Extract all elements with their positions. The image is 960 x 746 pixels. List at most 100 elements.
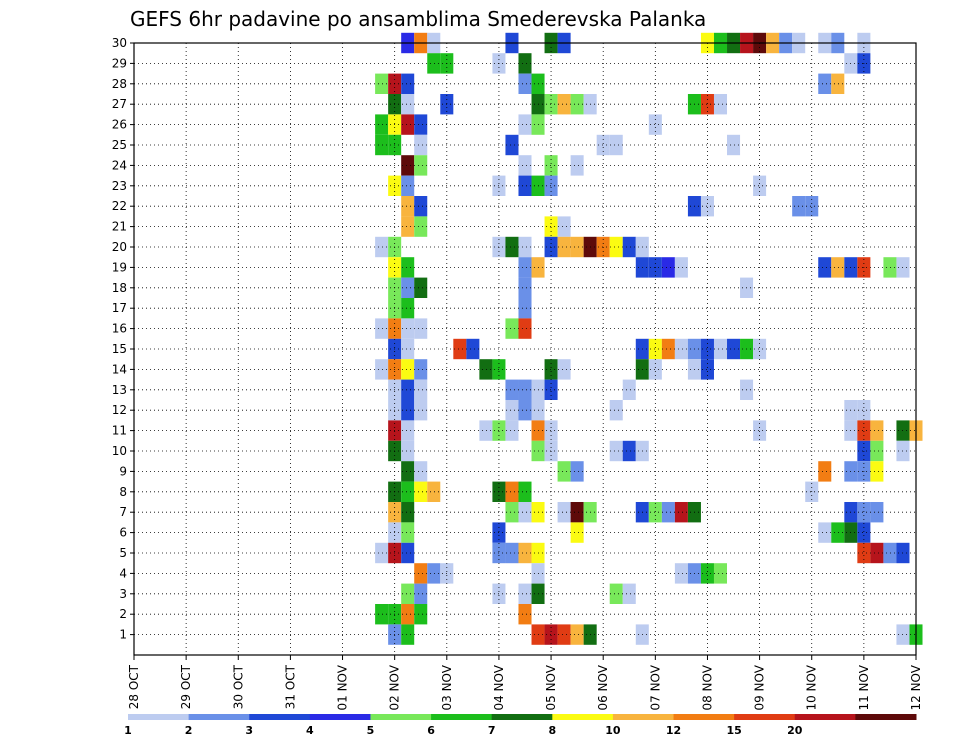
precip-cell bbox=[753, 420, 767, 441]
precip-cell bbox=[831, 73, 845, 94]
precip-cell bbox=[518, 73, 532, 94]
precip-cell bbox=[622, 440, 636, 462]
precip-cell bbox=[505, 134, 519, 156]
precip-cell bbox=[857, 502, 871, 523]
precip-cell bbox=[401, 379, 415, 400]
precip-cell bbox=[518, 257, 532, 278]
precip-cell bbox=[414, 155, 428, 176]
colorbar-swatch bbox=[612, 714, 675, 720]
x-tick-label: 28 OCT bbox=[127, 664, 141, 709]
precip-cell bbox=[375, 114, 389, 135]
precip-cell bbox=[401, 257, 415, 278]
colorbar-label: 20 bbox=[787, 724, 803, 737]
y-tick-label: 9 bbox=[119, 464, 127, 478]
y-tick-label: 1 bbox=[119, 628, 127, 642]
precip-cell bbox=[753, 175, 767, 196]
y-tick-label: 17 bbox=[112, 301, 127, 315]
colorbar-label: 2 bbox=[185, 724, 193, 737]
precip-cell bbox=[674, 563, 688, 584]
precip-cell bbox=[661, 502, 675, 523]
precip-cell bbox=[596, 134, 610, 156]
precip-cell bbox=[401, 461, 415, 482]
precip-cell bbox=[544, 379, 558, 400]
precip-cell bbox=[401, 542, 415, 564]
precip-cell bbox=[857, 420, 871, 441]
precip-cell bbox=[518, 318, 532, 339]
precip-cell bbox=[375, 318, 389, 339]
y-tick-label: 18 bbox=[112, 281, 127, 295]
y-tick-label: 14 bbox=[112, 362, 127, 376]
precip-cell bbox=[375, 73, 389, 94]
precip-cell bbox=[518, 114, 532, 135]
precip-cell bbox=[727, 134, 741, 156]
y-tick-label: 22 bbox=[112, 199, 127, 213]
precip-cell bbox=[609, 134, 623, 156]
precip-cell bbox=[414, 583, 428, 604]
precip-cell bbox=[518, 175, 532, 196]
precip-cell bbox=[713, 94, 728, 115]
y-tick-label: 19 bbox=[112, 260, 127, 274]
precip-cell bbox=[414, 461, 428, 482]
precip-cell bbox=[570, 155, 584, 176]
precip-cell bbox=[609, 400, 623, 421]
precip-cell bbox=[505, 542, 519, 564]
precip-cell bbox=[557, 236, 571, 258]
precip-cell bbox=[831, 522, 845, 543]
precip-cell bbox=[713, 563, 728, 584]
precip-cell bbox=[518, 583, 532, 604]
precip-cell bbox=[857, 542, 871, 564]
colorbar-swatch bbox=[249, 714, 311, 720]
precip-cell bbox=[518, 400, 532, 421]
precip-cell bbox=[727, 338, 741, 360]
precip-cell bbox=[570, 502, 584, 523]
y-tick-label: 24 bbox=[112, 158, 127, 172]
precip-cell bbox=[870, 461, 884, 482]
precip-cell bbox=[661, 257, 675, 278]
precip-cell bbox=[609, 440, 623, 462]
precip-cell bbox=[883, 542, 897, 564]
precip-cell bbox=[401, 440, 415, 462]
y-tick-label: 12 bbox=[112, 403, 127, 417]
y-tick-label: 25 bbox=[112, 138, 127, 152]
x-tick-label: 04 NOV bbox=[492, 664, 506, 710]
y-tick-label: 30 bbox=[112, 36, 127, 50]
precip-cell bbox=[544, 420, 558, 441]
y-tick-label: 13 bbox=[112, 383, 127, 397]
precip-cell bbox=[518, 481, 532, 502]
y-tick-label: 11 bbox=[112, 424, 127, 438]
precip-cell bbox=[401, 359, 415, 380]
precip-cell bbox=[518, 298, 532, 319]
colorbar-label: 8 bbox=[548, 724, 556, 737]
x-tick-label: 31 OCT bbox=[283, 664, 297, 709]
y-tick-label: 23 bbox=[112, 179, 127, 193]
precip-cell bbox=[622, 379, 636, 400]
y-tick-label: 21 bbox=[112, 220, 127, 234]
colorbar-label: 4 bbox=[306, 724, 314, 737]
colorbar-label: 6 bbox=[427, 724, 435, 737]
precip-cell bbox=[479, 359, 493, 380]
colorbar: 1 2 3 4 5 6 7 8 10 12 15 20 bbox=[124, 714, 917, 737]
precip-cell bbox=[401, 318, 415, 339]
colorbar-label: 12 bbox=[666, 724, 681, 737]
colorbar-label: 3 bbox=[245, 724, 253, 737]
precip-cell bbox=[648, 359, 662, 380]
colorbar-swatch bbox=[855, 714, 917, 720]
colorbar-swatch bbox=[309, 714, 371, 720]
precip-cell bbox=[401, 420, 415, 441]
precip-cell bbox=[414, 359, 428, 380]
precip-cell bbox=[401, 94, 415, 115]
precip-cell bbox=[648, 338, 662, 360]
precip-cell bbox=[414, 114, 428, 135]
colorbar-swatch bbox=[431, 714, 493, 720]
y-tick-label: 7 bbox=[119, 505, 127, 519]
precip-cell bbox=[713, 338, 728, 360]
precip-cell bbox=[661, 338, 675, 360]
y-tick-label: 20 bbox=[112, 240, 127, 254]
precip-cell bbox=[375, 134, 389, 156]
y-tick-label: 3 bbox=[119, 587, 127, 601]
y-tick-label: 5 bbox=[119, 546, 127, 560]
precip-cell bbox=[700, 196, 714, 217]
precip-cell bbox=[375, 236, 389, 258]
precip-cell bbox=[518, 236, 532, 258]
x-tick-label: 10 NOV bbox=[805, 664, 819, 710]
